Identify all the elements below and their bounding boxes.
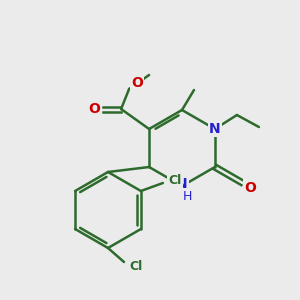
Text: Cl: Cl xyxy=(129,260,142,272)
Text: H: H xyxy=(182,190,192,202)
Text: O: O xyxy=(88,102,100,116)
Text: N: N xyxy=(176,177,188,191)
Text: O: O xyxy=(131,76,143,90)
Text: Cl: Cl xyxy=(168,173,182,187)
Text: O: O xyxy=(244,181,256,194)
Text: N: N xyxy=(209,122,221,136)
